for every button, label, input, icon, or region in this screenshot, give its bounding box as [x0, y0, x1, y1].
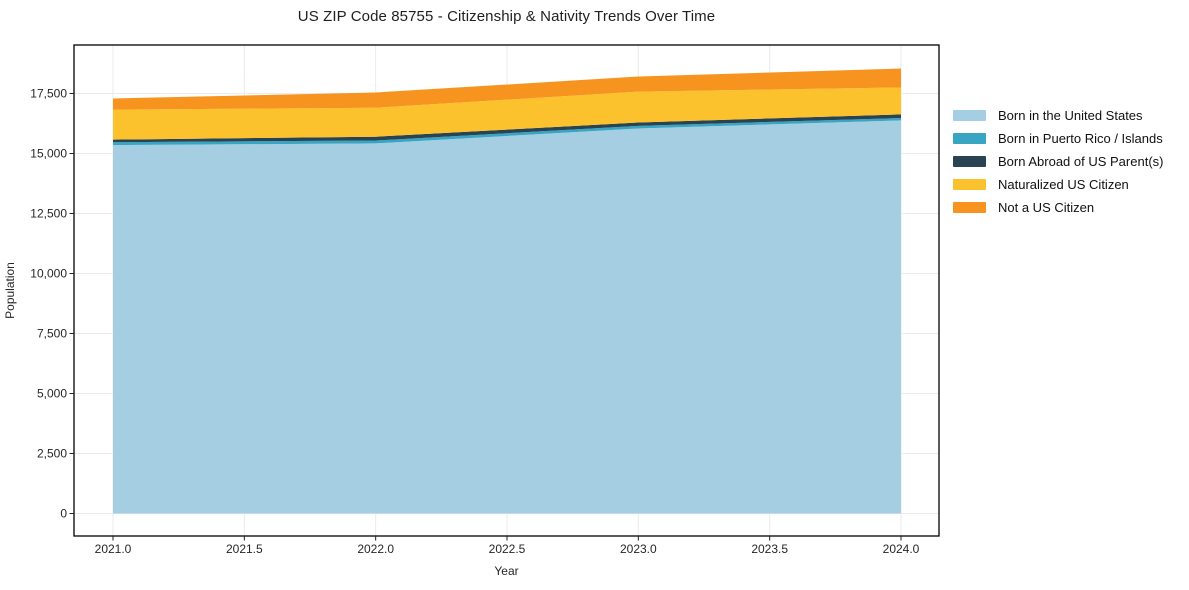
legend-swatch-icon — [953, 202, 986, 213]
legend-swatch-icon — [953, 133, 986, 144]
legend-item-3: Naturalized US Citizen — [953, 173, 1163, 196]
y-tick-label: 15,000 — [30, 147, 67, 161]
y-tick-label: 2,500 — [37, 447, 67, 461]
x-tick-label: 2022.0 — [357, 542, 394, 556]
area-series-3 — [113, 87, 901, 140]
legend-swatch-icon — [953, 156, 986, 167]
area-series-0 — [113, 120, 901, 514]
legend-item-label: Born in Puerto Rico / Islands — [998, 131, 1163, 146]
legend-item-2: Born Abroad of US Parent(s) — [953, 150, 1163, 173]
x-tick-label: 2022.5 — [489, 542, 526, 556]
y-tick-label: 7,500 — [37, 327, 67, 341]
legend-item-0: Born in the United States — [953, 104, 1163, 127]
x-tick-label: 2023.5 — [751, 542, 788, 556]
y-tick-label: 5,000 — [37, 387, 67, 401]
legend: Born in the United States Born in Puerto … — [953, 104, 1163, 219]
area-series-2 — [113, 114, 901, 143]
legend-item-label: Naturalized US Citizen — [998, 177, 1129, 192]
y-tick-label: 17,500 — [30, 87, 67, 101]
x-tick-label: 2021.0 — [95, 542, 132, 556]
y-tick-label: 0 — [60, 507, 67, 521]
legend-swatch-icon — [953, 110, 986, 121]
legend-item-label: Born Abroad of US Parent(s) — [998, 154, 1164, 169]
legend-swatch-icon — [953, 179, 986, 190]
legend-item-label: Born in the United States — [998, 108, 1143, 123]
y-tick-label: 12,500 — [30, 207, 67, 221]
x-tick-label: 2024.0 — [883, 542, 920, 556]
area-series-4 — [113, 68, 901, 110]
tick-layer: 2021.0 2021.5 2022.0 2022.5 2023.0 2023.5 2024… — [30, 87, 919, 557]
area-series-1 — [113, 118, 901, 146]
legend-item-4: Not a US Citizen — [953, 196, 1163, 219]
chart-title: US ZIP Code 85755 - Citizenship & Nativi… — [297, 8, 716, 25]
x-tick-label: 2021.5 — [226, 542, 263, 556]
stacked-areas — [113, 68, 901, 514]
x-axis-label: Year — [494, 564, 518, 578]
legend-item-label: Not a US Citizen — [998, 200, 1095, 215]
y-axis-label: Population — [3, 262, 17, 319]
legend-item-1: Born in Puerto Rico / Islands — [953, 127, 1163, 150]
plot-border — [73, 44, 940, 537]
y-tick-label: 10,000 — [30, 267, 67, 281]
axes-spines — [73, 44, 940, 537]
x-tick-label: 2023.0 — [620, 542, 657, 556]
